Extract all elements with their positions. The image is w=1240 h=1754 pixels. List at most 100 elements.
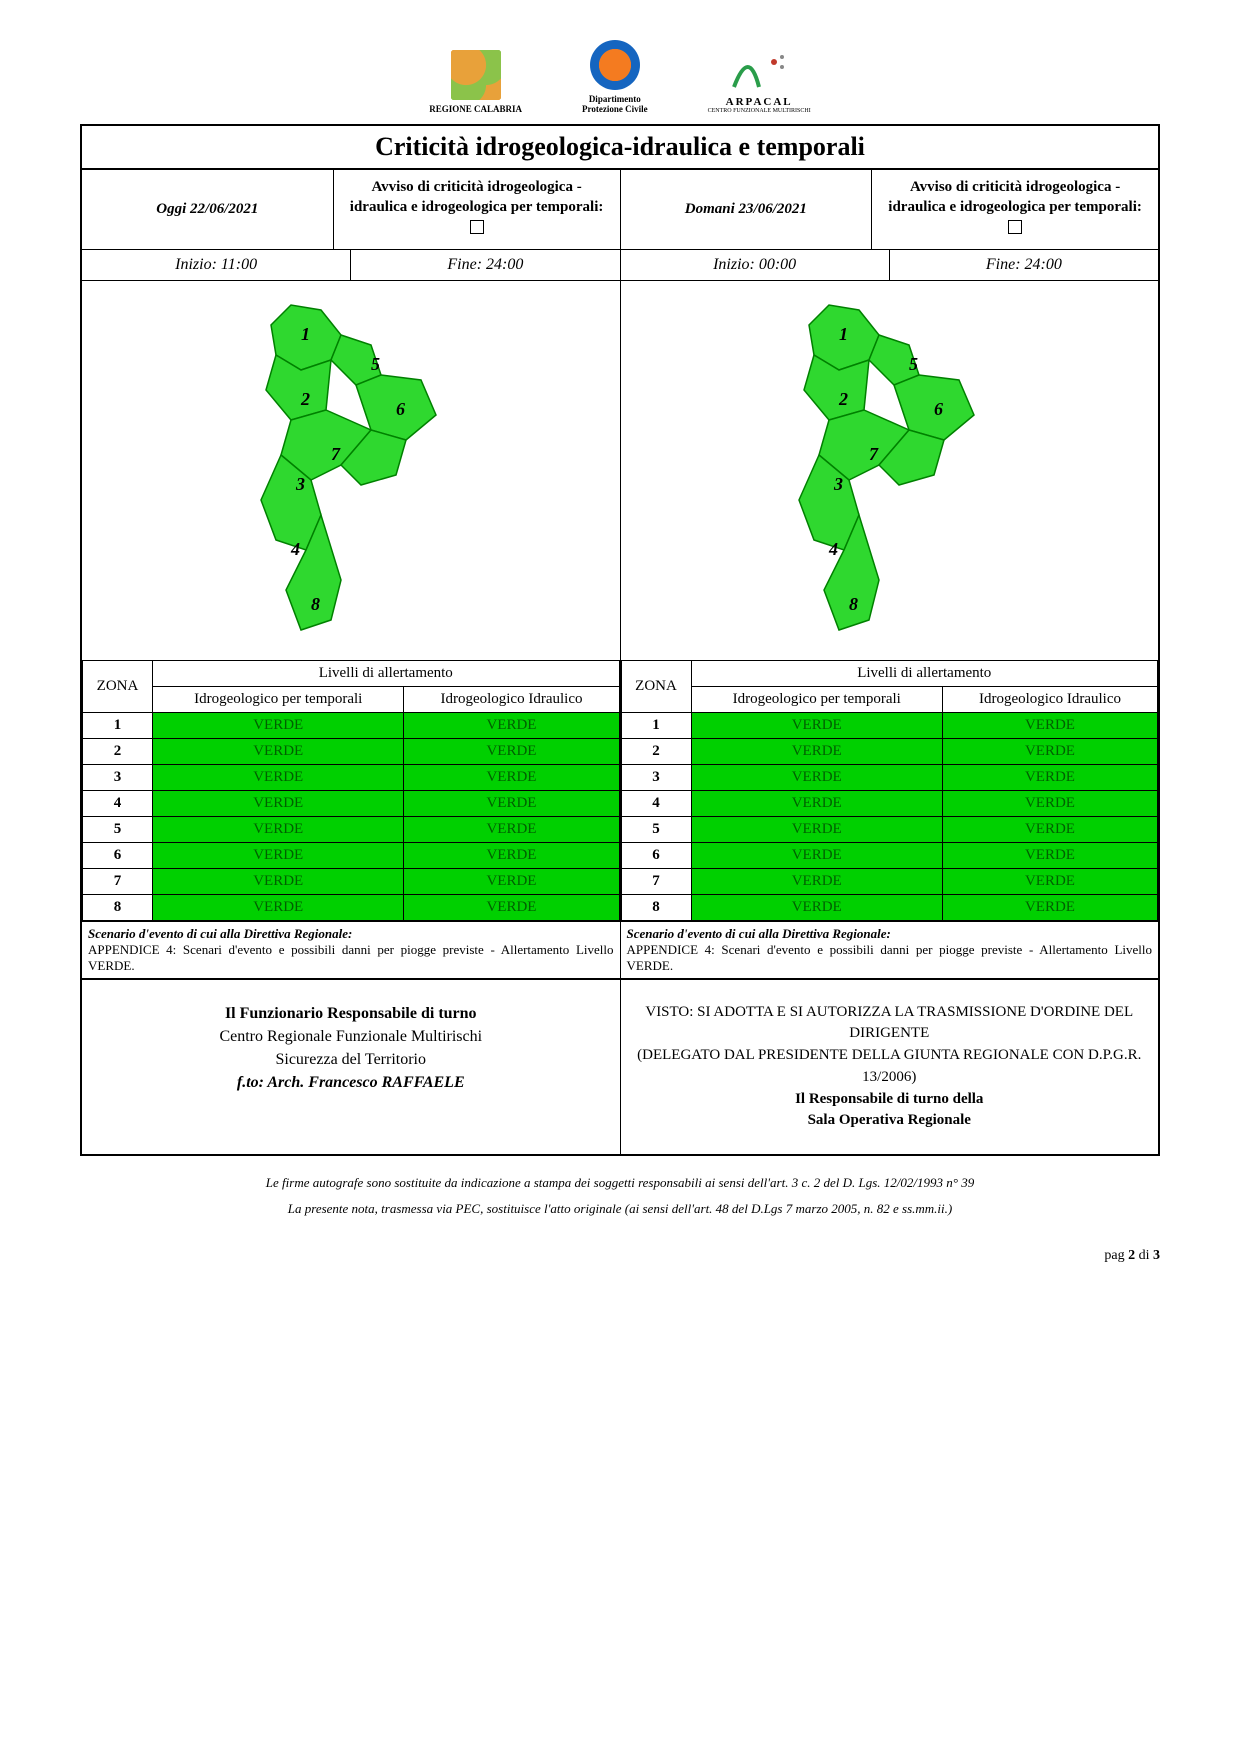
- zona-cell: 6: [621, 842, 691, 868]
- signature-row: Il Funzionario Responsabile di turno Cen…: [82, 978, 1158, 1155]
- scenario-body: APPENDICE 4: Scenari d'evento e possibil…: [88, 942, 614, 973]
- table-row: 7VERDEVERDE: [621, 868, 1158, 894]
- th-col1: Idrogeologico per temporali: [153, 686, 404, 712]
- today-scenario: Scenario d'evento di cui alla Direttiva …: [82, 921, 620, 978]
- today-levels-table: ZONA Livelli di allertamento Idrogeologi…: [82, 660, 620, 921]
- tomorrow-panel: Domani 23/06/2021 Avviso di criticità id…: [621, 170, 1159, 978]
- calabria-map-icon: 1 5 2 6 7 3 4 8: [221, 290, 481, 650]
- sign-right: VISTO: SI ADOTTA E SI AUTORIZZA LA TRASM…: [621, 980, 1159, 1155]
- level-cell: VERDE: [942, 842, 1157, 868]
- th-col2: Idrogeologico Idraulico: [404, 686, 619, 712]
- tomorrow-date: Domani 23/06/2021: [621, 170, 873, 249]
- sign-r3: Il Responsabile di turno della: [795, 1091, 983, 1107]
- today-avviso: Avviso di criticità idrogeologica - idra…: [334, 170, 620, 249]
- zone-num: 2: [300, 389, 310, 409]
- checkbox-icon: [1008, 220, 1022, 234]
- table-row: 3VERDEVERDE: [83, 764, 620, 790]
- th-zona: ZONA: [621, 660, 691, 712]
- page-pre: pag: [1104, 1248, 1128, 1263]
- today-map: 1 5 2 6 7 3 4 8: [82, 280, 620, 660]
- level-cell: VERDE: [153, 868, 404, 894]
- zone-num: 1: [839, 324, 848, 344]
- zona-cell: 8: [83, 894, 153, 920]
- level-cell: VERDE: [942, 712, 1157, 738]
- zona-cell: 7: [83, 868, 153, 894]
- today-date: Oggi 22/06/2021: [82, 170, 334, 249]
- table-row: 8VERDEVERDE: [621, 894, 1158, 920]
- table-row: 2VERDEVERDE: [83, 738, 620, 764]
- table-row: 7VERDEVERDE: [83, 868, 620, 894]
- level-cell: VERDE: [153, 790, 404, 816]
- sign-l4: f.to: Arch. Francesco RAFFAELE: [237, 1074, 465, 1091]
- sign-r2: (DELEGATO DAL PRESIDENTE DELLA GIUNTA RE…: [637, 1047, 1141, 1085]
- arpacal-icon: [724, 42, 794, 92]
- tomorrow-avviso: Avviso di criticità idrogeologica - idra…: [872, 170, 1158, 249]
- logo-protezione: Dipartimento Protezione Civile: [582, 40, 648, 114]
- avviso-text: Avviso di criticità idrogeologica - idra…: [888, 179, 1142, 215]
- level-cell: VERDE: [404, 842, 619, 868]
- zone-num: 3: [833, 474, 843, 494]
- avviso-text: Avviso di criticità idrogeologica - idra…: [350, 179, 604, 215]
- table-row: 4VERDEVERDE: [83, 790, 620, 816]
- logo-label: ARPACAL: [708, 96, 811, 108]
- today-fine: Fine: 24:00: [351, 250, 619, 280]
- sign-l3: Sicurezza del Territorio: [275, 1051, 426, 1068]
- logo-arpacal: ARPACAL CENTRO FUNZIONALE MULTIRISCHI: [708, 42, 811, 114]
- level-cell: VERDE: [404, 764, 619, 790]
- th-livelli: Livelli di allertamento: [691, 660, 1158, 686]
- protezione-icon: [590, 40, 640, 90]
- checkbox-icon: [470, 220, 484, 234]
- th-livelli: Livelli di allertamento: [153, 660, 620, 686]
- footer-n2: La presente nota, trasmessa via PEC, sos…: [80, 1196, 1160, 1222]
- zone-num: 5: [371, 354, 380, 374]
- sign-l1: Il Funzionario Responsabile di turno: [225, 1005, 477, 1022]
- zona-cell: 2: [83, 738, 153, 764]
- tomorrow-fine: Fine: 24:00: [890, 250, 1158, 280]
- level-cell: VERDE: [691, 816, 942, 842]
- zone-num: 1: [301, 324, 310, 344]
- today-panel: Oggi 22/06/2021 Avviso di criticità idro…: [82, 170, 621, 978]
- zone-num: 4: [290, 539, 300, 559]
- page-mid: di: [1135, 1248, 1153, 1263]
- logo-label: Dipartimento: [582, 94, 648, 104]
- level-cell: VERDE: [691, 894, 942, 920]
- logo-label: REGIONE CALABRIA: [429, 104, 522, 114]
- level-cell: VERDE: [153, 894, 404, 920]
- sign-r4: Sala Operativa Regionale: [808, 1112, 971, 1128]
- level-cell: VERDE: [404, 712, 619, 738]
- level-cell: VERDE: [153, 816, 404, 842]
- level-cell: VERDE: [691, 790, 942, 816]
- table-row: 5VERDEVERDE: [621, 816, 1158, 842]
- zone-num: 5: [909, 354, 918, 374]
- today-inizio: Inizio: 11:00: [82, 250, 351, 280]
- level-cell: VERDE: [691, 764, 942, 790]
- zona-cell: 7: [621, 868, 691, 894]
- level-cell: VERDE: [404, 894, 619, 920]
- zone-num: 3: [295, 474, 305, 494]
- logo-label: CENTRO FUNZIONALE MULTIRISCHI: [708, 108, 811, 114]
- level-cell: VERDE: [942, 790, 1157, 816]
- page-number: pag 2 di 3: [80, 1248, 1160, 1264]
- zona-cell: 4: [621, 790, 691, 816]
- level-cell: VERDE: [691, 868, 942, 894]
- bulletin-table: Criticità idrogeologica-idraulica e temp…: [80, 124, 1160, 1156]
- sign-r1: VISTO: SI ADOTTA E SI AUTORIZZA LA TRASM…: [645, 1004, 1133, 1042]
- tomorrow-scenario: Scenario d'evento di cui alla Direttiva …: [621, 921, 1159, 978]
- zona-cell: 3: [621, 764, 691, 790]
- zone-num: 4: [828, 539, 838, 559]
- th-zona: ZONA: [83, 660, 153, 712]
- level-cell: VERDE: [691, 842, 942, 868]
- tomorrow-levels-table: ZONA Livelli di allertamento Idrogeologi…: [621, 660, 1159, 921]
- zona-cell: 4: [83, 790, 153, 816]
- level-cell: VERDE: [691, 712, 942, 738]
- sign-left: Il Funzionario Responsabile di turno Cen…: [82, 980, 621, 1155]
- th-col2: Idrogeologico Idraulico: [942, 686, 1157, 712]
- zona-cell: 5: [621, 816, 691, 842]
- zone-num: 6: [934, 399, 943, 419]
- level-cell: VERDE: [153, 738, 404, 764]
- level-cell: VERDE: [942, 764, 1157, 790]
- table-row: 4VERDEVERDE: [621, 790, 1158, 816]
- table-row: 2VERDEVERDE: [621, 738, 1158, 764]
- table-row: 1VERDEVERDE: [621, 712, 1158, 738]
- level-cell: VERDE: [942, 738, 1157, 764]
